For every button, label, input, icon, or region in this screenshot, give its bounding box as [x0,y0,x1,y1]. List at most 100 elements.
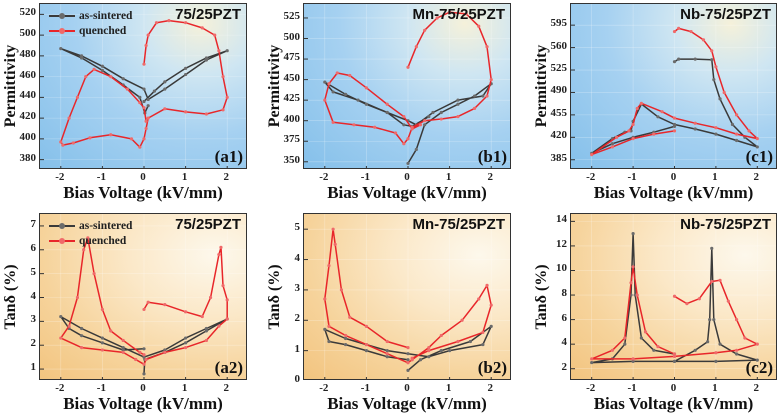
data-point-quenched [385,339,389,344]
data-point-as-sintered [631,232,635,236]
x-tick-label: -1 [360,171,370,183]
data-point-quenched [323,297,327,301]
data-point-as-sintered [439,110,443,115]
legend-swatch [49,27,75,34]
data-point-as-sintered [672,60,677,64]
x-axis-title: Bias Voltage (kV/mm) [593,183,754,202]
data-point-quenched [410,127,414,131]
data-point-quenched [323,98,327,102]
x-tick-label: 2 [223,171,229,183]
legend-swatch [49,12,75,19]
data-point-as-sintered [163,87,167,91]
data-point-quenched [726,299,730,303]
y-tick-label: 475 [283,51,301,64]
y-tick-label: 450 [283,71,301,84]
data-point-quenched [146,116,150,120]
legend-item-as-sintered: as-sintered [49,218,132,233]
data-point-quenched [672,294,677,298]
data-point-as-sintered [142,355,146,359]
data-point-quenched [125,87,129,91]
data-point-as-sintered [693,127,697,131]
data-point-quenched [82,248,86,252]
x-tick-label: -2 [586,171,596,183]
data-point-as-sintered [402,123,406,127]
plot-area-b2 [303,213,511,380]
data-point-quenched [138,100,142,105]
data-point-quenched [92,67,96,71]
data-point-quenched [154,21,159,25]
data-point-quenched [435,16,439,20]
data-point-as-sintered [418,358,423,362]
data-point-quenched [423,119,427,123]
data-point-as-sintered [755,358,759,362]
data-point-quenched [184,110,188,114]
data-point-quenched [485,94,489,98]
data-point-quenched [439,117,443,121]
data-point-quenched [204,338,208,343]
data-point-quenched [142,362,146,366]
panel-label: (c1) [745,147,773,166]
data-point-as-sintered [414,147,418,152]
data-point-quenched [485,45,489,49]
x-tick-label: -1 [96,382,106,394]
x-tick-label: 1 [445,171,452,183]
y-tick-label: 400 [283,112,301,125]
data-point-as-sintered [204,58,208,62]
y-tick-label: 380 [19,151,37,164]
data-point-quenched [427,349,431,353]
data-point-as-sintered [385,355,389,359]
data-point-as-sintered [121,346,125,350]
data-point-quenched [59,336,63,340]
data-point-quenched [385,102,389,106]
data-point-quenched [714,126,718,130]
data-point-as-sintered [323,327,327,331]
data-point-quenched [208,295,213,300]
data-point-quenched [590,153,594,157]
y-tick-label: 460 [19,68,37,81]
series-line-quenched [324,11,492,145]
y-tick-label: 5 [30,265,37,278]
plot-area-c2 [570,213,777,380]
data-point-as-sintered [590,360,594,365]
data-point-quenched [755,136,759,141]
x-tick-label: -2 [55,382,65,394]
y-tick-label: 0 [294,373,301,385]
data-point-as-sintered [718,342,722,346]
data-point-quenched [144,357,148,362]
data-point-as-sintered [100,341,104,345]
data-point-quenched [109,133,113,137]
data-point-quenched [402,142,406,146]
data-point-quenched [109,329,113,333]
data-point-as-sintered [364,349,368,353]
data-point-quenched [685,302,689,306]
data-point-quenched [352,123,356,127]
data-point-quenched [204,112,208,116]
data-point-quenched [219,245,223,249]
data-point-quenched [672,116,677,120]
x-tick-label: 2 [487,171,493,183]
x-axis-title: Bias Voltage (kV/mm) [63,394,223,413]
plot-svg-b1 [304,4,510,168]
y-axis-title: Permittivity [2,44,19,128]
panel-label: (c2) [745,358,773,377]
data-point-quenched [184,310,188,314]
data-point-quenched [327,264,331,268]
data-point-as-sintered [489,324,493,328]
panel-label: (b2) [477,358,507,377]
x-axis-title: Bias Voltage (kV/mm) [327,183,487,202]
data-point-quenched [477,297,481,301]
y-tick-label: 2 [30,337,37,350]
data-point-quenched [464,12,468,16]
data-point-quenched [59,140,63,144]
data-point-quenched [146,300,150,304]
data-point-as-sintered [225,49,229,53]
y-tick-label: 420 [550,129,568,142]
data-point-as-sintered [327,339,331,344]
data-point-as-sintered [672,124,677,129]
data-point-as-sintered [706,340,710,344]
y-tick-label: 525 [283,9,301,22]
x-tick-label: -2 [586,382,596,394]
data-point-as-sintered [121,348,125,352]
data-point-quenched [418,123,423,127]
x-tick-label: 2 [223,382,229,394]
